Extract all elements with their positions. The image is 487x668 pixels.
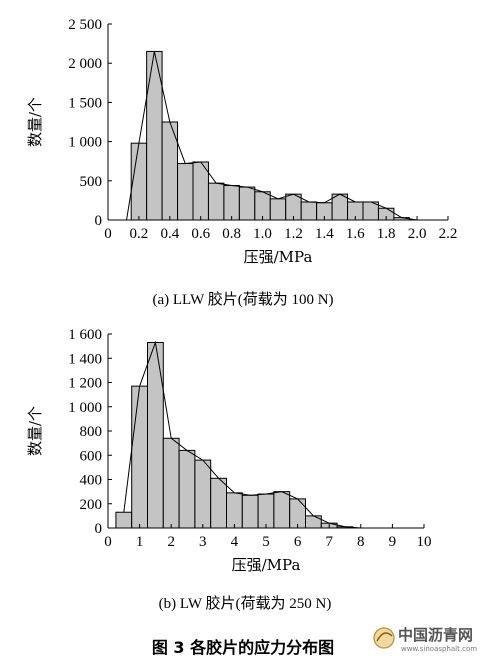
chart-a-x-tick-label: 1.8 [377,226,396,242]
watermark-url: www.sinoasphalt.com [401,645,477,653]
chart-a-llw-film: 0 0.2 0.4 0.6 0.8 1.0 1.2 1.4 1.6 1.8 2.0 2.2 0 500 1 … [26,17,457,266]
chart-b-bar [178,449,196,529]
chart-a-x-tick-label: 2.0 [408,226,427,242]
chart-b-bar [273,491,291,529]
chart-b-y-tick-label: 400 [80,473,103,489]
chart-b-x-tick-label: 6 [294,534,302,550]
chart-b-bar [226,492,243,529]
watermark-logo-icon [373,627,395,649]
chart-b-y-tick-label: 1 400 [68,351,102,367]
chart-a-y-tick-label: 0 [95,213,103,229]
chart-a-y-tick-label: 500 [80,174,103,190]
chart-a-y-tick-label: 2 000 [68,56,102,72]
chart-b-bar [289,498,307,529]
chart-b-x-tick-label: 8 [357,534,365,550]
chart-a-y-tick-label: 1 000 [68,135,102,151]
chart-a-y-tick-label: 2 500 [68,17,102,33]
chart-a-x-tick-label: 0.8 [222,226,241,242]
chart-a-x-tick-label: 0.2 [130,226,149,242]
chart-b-x-tick-label: 0 [104,534,112,550]
chart-b-x-tick-label: 7 [325,534,333,550]
watermark: 中国沥青网 www.sinoasphalt.com [373,626,477,653]
chart-a-x-axis-label: 压强/MPa [244,248,313,266]
chart-b-series-line [123,340,361,529]
chart-b-x-tick-label: 4 [231,534,239,550]
chart-b-bar [194,459,212,529]
chart-b-x-tick-label: 2 [167,534,175,550]
chart-a-bar [254,191,271,221]
chart-a-series-line [126,51,418,221]
chart-b-bar [162,437,180,529]
chart-a-bar [207,182,225,221]
chart-a-bar [130,142,148,221]
chart-b-x-tick-label: 10 [417,534,432,550]
chart-b-bar [210,477,227,529]
chart-b-y-tick-label: 1 200 [68,376,102,392]
chart-b-x-tick-label: 1 [136,534,144,550]
chart-a-bar [192,161,209,221]
chart-b-y-tick-label: 200 [80,497,103,513]
chart-b-y-tick-label: 600 [80,448,103,464]
chart-b-y-tick-label: 1 000 [68,400,102,416]
chart-b-y-tick-label: 1 600 [68,327,102,343]
chart-b-caption: (b) LW 胶片(荷载为 250 N) [159,595,332,612]
chart-a-x-tick-label: 0 [104,226,112,242]
chart-a-caption: (a) LLW 胶片(荷载为 100 N) [152,291,333,308]
watermark-logo-stroke [376,632,393,642]
chart-a-y-tick-label: 1 500 [68,95,102,111]
figure-caption: 图 3 各胶片的应力分布图 [152,638,334,657]
chart-a-x-tick-label: 1.0 [253,226,272,242]
chart-a-x-tick-label: 1.4 [315,226,334,242]
chart-b-x-tick-label: 3 [199,534,207,550]
watermark-name: 中国沥青网 [398,626,473,644]
chart-a-bar [300,201,318,221]
chart-a-bar [269,198,287,221]
chart-b-bar [241,494,259,529]
chart-b-bar [131,385,148,529]
chart-b-x-axis-label: 压强/MPa [232,556,301,574]
chart-a-x-tick-label: 1.6 [346,226,365,242]
chart-b-bar [115,511,133,529]
chart-b-bar [305,515,322,529]
chart-b-x-tick-label: 5 [262,534,270,550]
chart-a-x-tick-label: 0.4 [160,226,179,242]
chart-a-x-tick-label: 0.6 [191,226,210,242]
chart-b-bar [147,341,164,529]
chart-b-lw-film: 0 1 2 3 4 5 6 7 8 9 10 0 200 400 600 800 1 000 1 200 1 400… [26,327,432,574]
chart-a-bar [223,185,240,221]
chart-a-bar [238,186,256,221]
chart-a-x-tick-label: 1.2 [284,226,303,242]
chart-a-x-tick-label: 2.2 [439,226,458,242]
chart-b-y-tick-label: 800 [80,424,103,440]
chart-b-y-tick-label: 0 [95,521,103,537]
chart-b-x-tick-label: 9 [389,534,397,550]
chart-b-bar [257,493,275,529]
chart-a-bar [177,163,194,221]
chart-b-y-axis-label: 数量/个 [26,406,44,456]
chart-a-y-axis-label: 数量/个 [26,97,44,147]
chart-a-bar [331,193,349,221]
